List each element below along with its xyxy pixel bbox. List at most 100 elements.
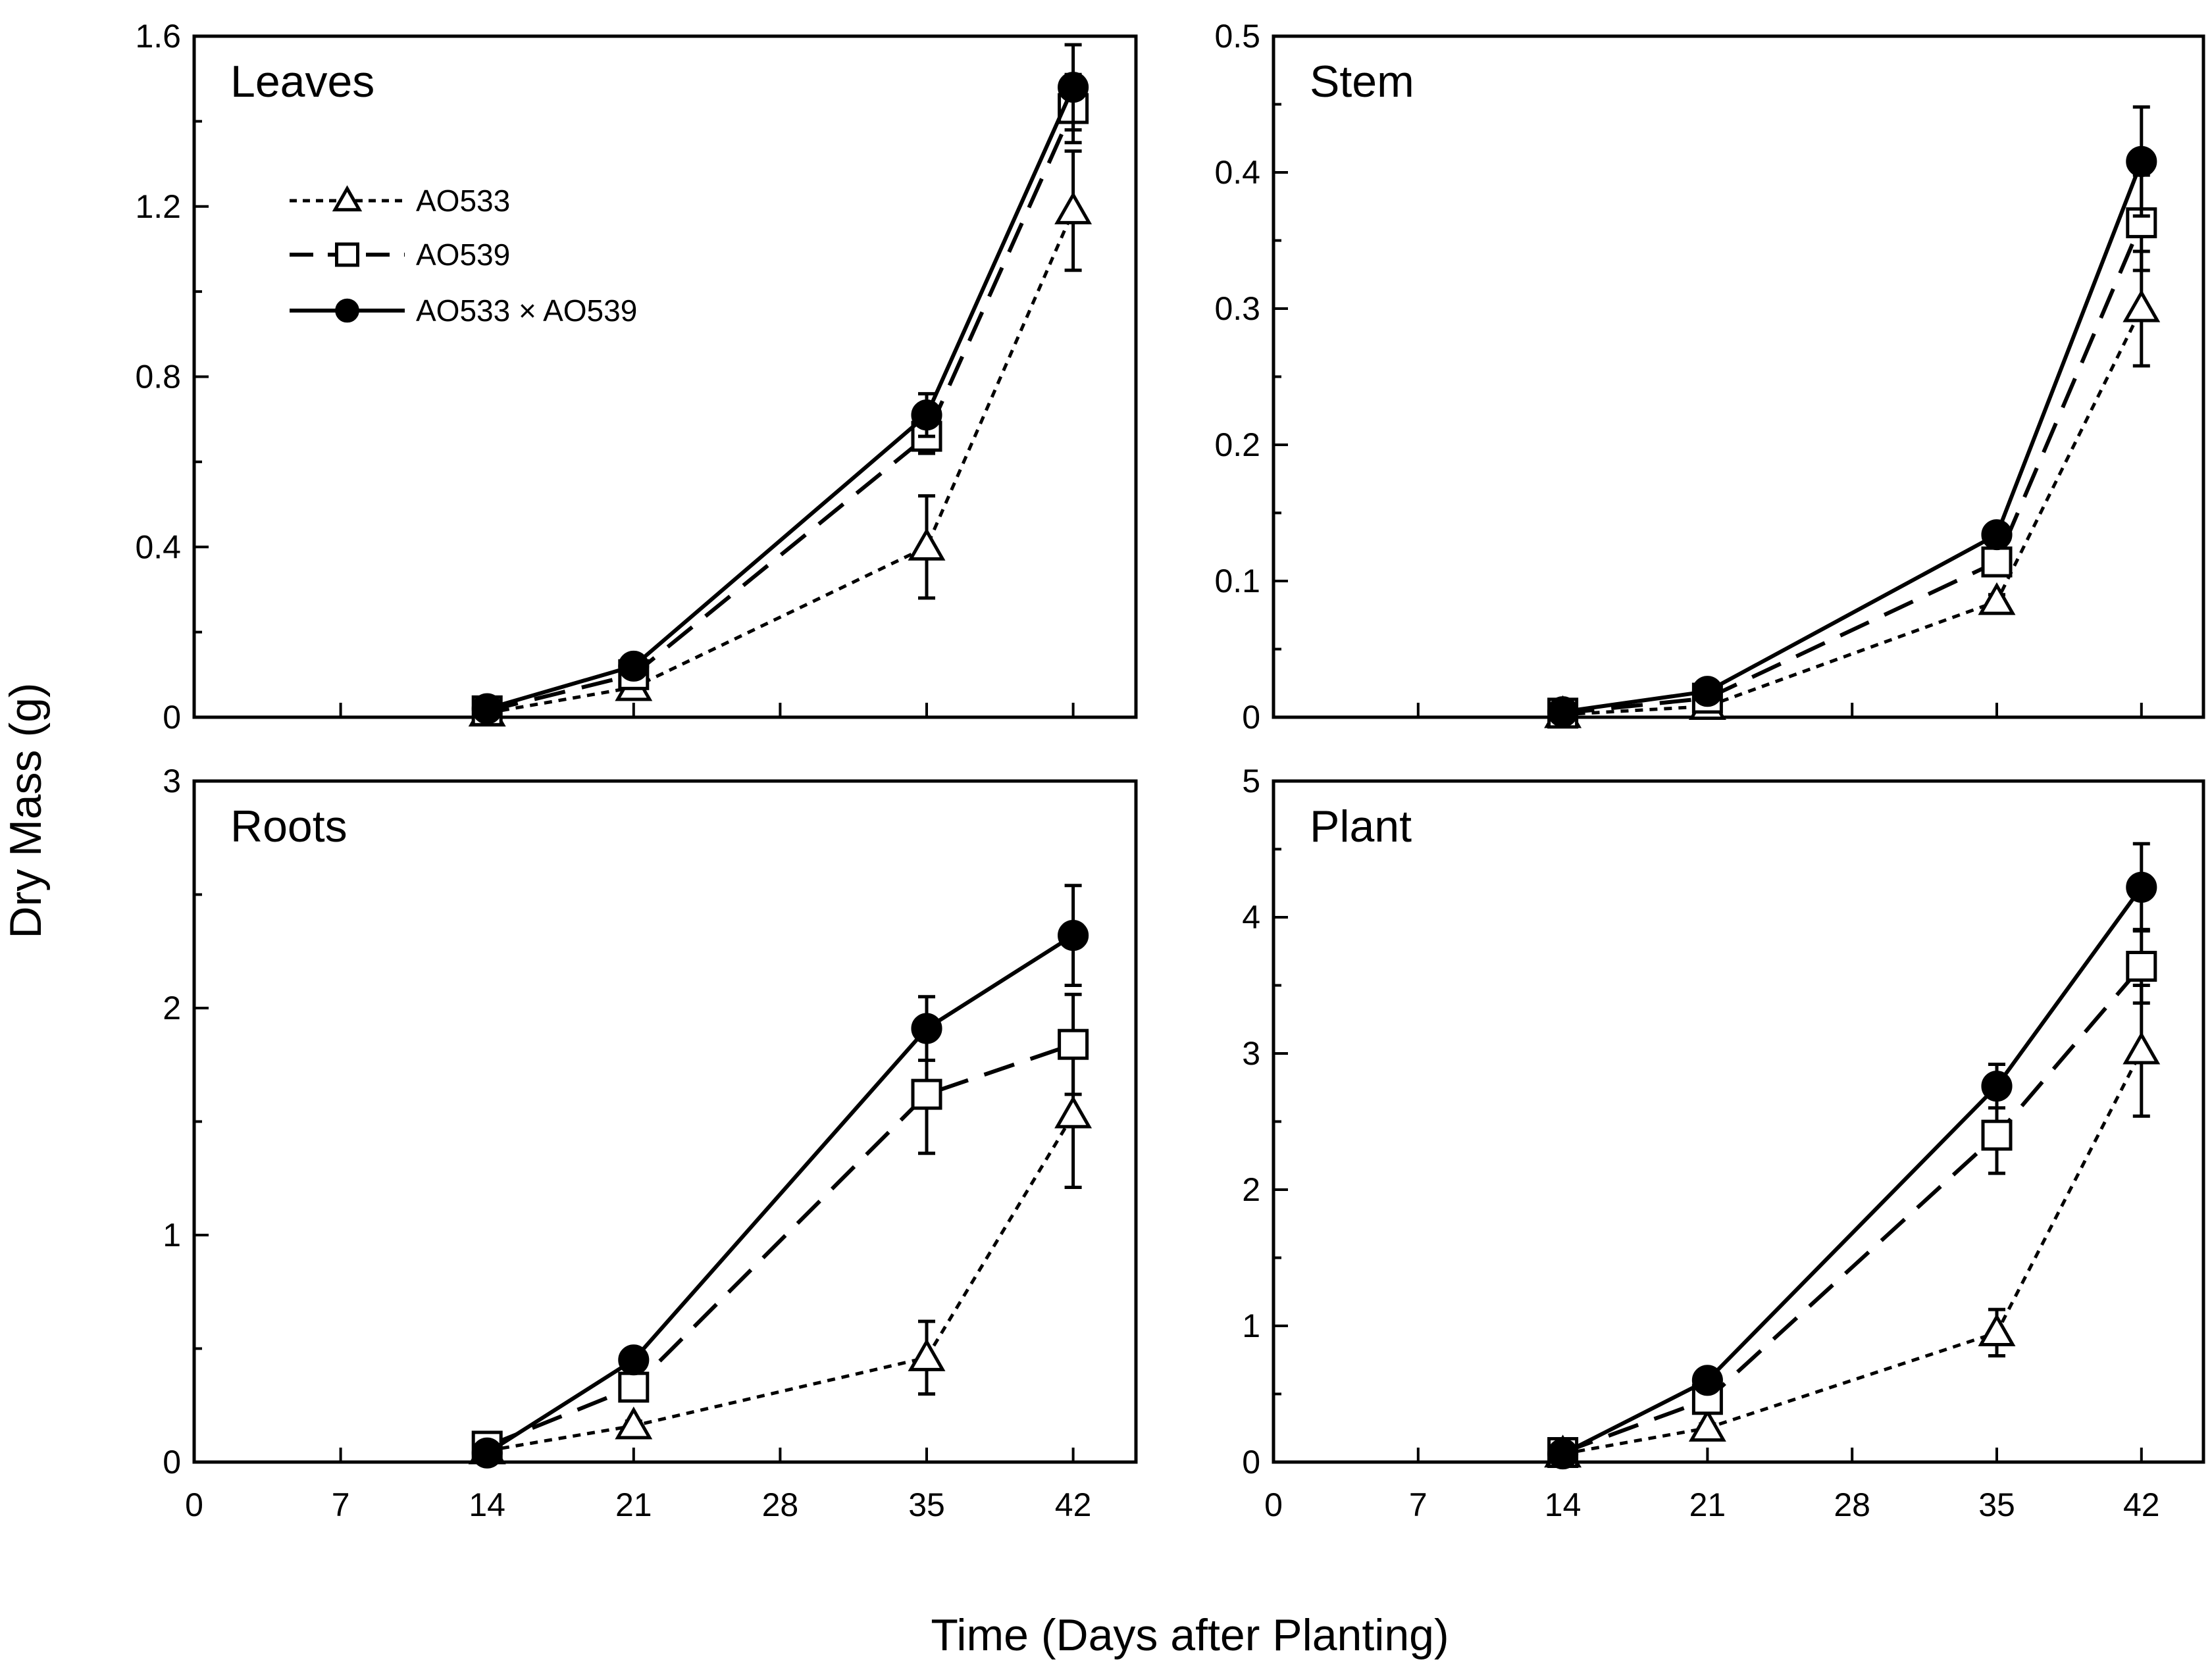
y-tick-label: 0 [163,1444,181,1480]
data-point [2126,145,2157,177]
chart-panel-stem: 0 0.1 0.2 0.3 0.4 0.5 Stem [1214,18,2205,736]
data-point [1981,546,2013,578]
data-point [618,1344,650,1376]
data-point [2126,951,2157,982]
plot-frame [192,779,1138,1464]
data-point [1981,1071,2013,1102]
plot-area: 00.40.81.21.6Leaves00.10.20.30.40.5Stem0… [135,18,2205,1523]
y-tick-label: 3 [1242,1035,1260,1072]
chart-panel-plant: 0 1 2 3 4 5 0 7 14 21 28 35 42 Plant [1242,763,2205,1523]
data-point [2122,1031,2161,1065]
y-tick-label: 0.5 [1214,18,1260,55]
legend: AO533 AO539 AO533 × AO539 [290,184,637,328]
x-tick-label: 14 [469,1486,505,1523]
data-point [1058,1028,1089,1060]
series-line-3 [486,86,1075,711]
plot-frame [1272,34,2205,719]
y-tick-label: 1 [163,1217,181,1253]
data-point [618,650,650,682]
data-point [471,693,503,724]
panel-title: Roots [230,801,347,851]
y-tick-label: 0 [1242,699,1260,736]
y-tick-label: 1 [1242,1307,1260,1344]
x-tick-label: 7 [332,1486,350,1523]
data-point [1547,696,1579,728]
x-tick-label: 42 [2123,1486,2160,1523]
legend-marker-2 [335,242,359,267]
data-point [2122,289,2161,322]
series-line-3 [1562,886,2144,1456]
data-point [911,1078,942,1110]
data-point [1691,1365,1723,1396]
y-tick-label: 0.2 [1214,426,1260,463]
data-point [908,1338,946,1371]
data-point [615,1406,653,1440]
data-point [618,1371,650,1403]
x-tick-label: 35 [908,1486,945,1523]
y-tick-label: 3 [163,763,181,799]
data-point [1058,920,1089,951]
chart-panel-leaves: 0 0.4 0.8 1.2 1.6 Leaves [135,18,1138,736]
series-line-2 [1562,222,2144,715]
plot-frame [1272,779,2205,1464]
x-tick-label: 21 [1689,1486,1726,1523]
data-point [1054,1095,1093,1128]
panel-title: Plant [1310,801,1412,851]
y-tick-label: 0.4 [135,528,181,565]
y-tick-label: 2 [1242,1171,1260,1208]
series-line-2 [486,107,1075,713]
series-line-2 [486,1042,1074,1448]
x-tick-label: 28 [1834,1486,1870,1523]
legend-marker-1 [332,185,363,212]
legend-label: AO533 [416,184,510,218]
series-line-1 [1562,307,2144,717]
x-tick-label: 7 [1409,1486,1428,1523]
series-line-2 [1562,965,2144,1455]
x-tick-label: 42 [1055,1486,1092,1523]
x-tick-label: 35 [1978,1486,2015,1523]
y-tick-label: 0 [1242,1444,1260,1480]
series-line-1 [1562,1050,2144,1456]
y-tick-label: 0.4 [1214,154,1260,191]
data-point [1688,1409,1726,1442]
x-tick-label: 14 [1545,1486,1582,1523]
x-tick-label: 28 [762,1486,799,1523]
data-point [1981,1119,2013,1151]
y-tick-label: 4 [1242,899,1260,936]
data-point [2126,871,2157,903]
legend-marker-3 [335,298,359,323]
y-tick-label: 0.8 [135,359,181,395]
y-tick-label: 5 [1242,763,1260,799]
x-tick-label: 0 [185,1486,203,1523]
data-point [1547,1438,1579,1470]
x-axis-title: Time (Days after Planting) [931,1610,1449,1660]
data-point [471,1437,503,1469]
data-point [911,1013,942,1044]
y-tick-label: 0.3 [1214,290,1260,327]
y-axis-title: Dry Mass (g) [1,682,51,938]
data-point [1054,191,1093,224]
y-tick-label: 1.2 [135,188,181,225]
legend-label: AO539 [416,238,510,272]
data-point [1058,72,1089,103]
data-point [908,528,946,561]
data-point [911,399,942,431]
x-tick-label: 0 [1264,1486,1283,1523]
legend-label: AO533 × AO539 [416,293,637,328]
data-point [1978,1313,2016,1346]
x-tick-label: 21 [615,1486,652,1523]
y-tick-label: 0 [163,699,181,736]
panel-title: Leaves [230,57,374,107]
series-line-3 [486,934,1075,1455]
data-point [1981,519,2013,551]
data-point [1691,676,1723,707]
y-tick-label: 1.6 [135,18,181,55]
y-tick-label: 0.1 [1214,563,1260,599]
plot-frame [192,34,1138,719]
y-tick-label: 2 [163,990,181,1026]
series-line-3 [1562,161,2144,714]
panel-title: Stem [1310,57,1414,107]
chart-panel-roots: 0 1 2 3 0 7 14 21 28 35 42 Roots [163,763,1138,1523]
series-line-1 [486,210,1075,715]
